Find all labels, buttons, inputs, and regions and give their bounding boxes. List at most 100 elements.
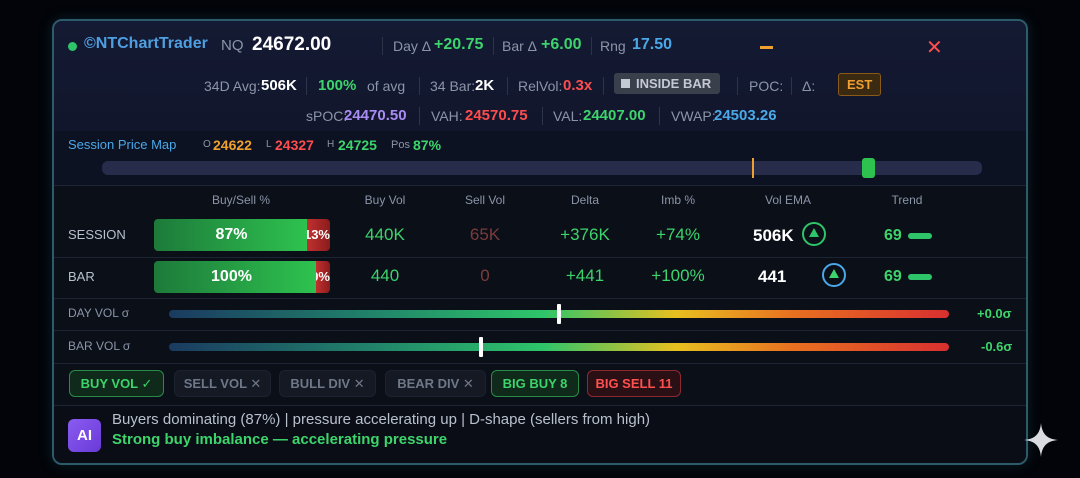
day-delta-label: Day Δ	[393, 38, 432, 54]
spoc-value: 24470.50	[344, 107, 407, 124]
divider	[54, 185, 1026, 186]
divider	[591, 37, 592, 55]
last-price: 24672.00	[252, 34, 332, 55]
vah-value: 24570.75	[465, 107, 528, 124]
buy-vol-tag[interactable]: BUY VOL ✓	[69, 370, 164, 397]
ai-headline: Strong buy imbalance — accelerating pres…	[112, 431, 448, 448]
session-sell-vol: 65K	[469, 225, 501, 244]
big-sell-tag[interactable]: BIG SELL 11	[587, 370, 681, 397]
inside-bar-label: INSIDE BAR	[636, 76, 712, 91]
vwap-value: 24503.26	[714, 107, 777, 124]
bar-vol-sigma-gauge	[169, 337, 949, 357]
avg-label: 34D Avg:	[204, 78, 261, 94]
bar-vol-ema: 441	[758, 267, 787, 286]
divider	[419, 77, 420, 95]
current-price-marker	[861, 158, 875, 178]
high-label: H	[327, 139, 335, 150]
arrow-up-icon	[822, 263, 847, 287]
inside-bar-badge: INSIDE BAR	[614, 73, 721, 94]
square-icon	[621, 79, 630, 88]
range-label: Rng	[600, 38, 626, 54]
poc-label: POC:	[749, 78, 784, 94]
session-buy-vol: 440K	[365, 225, 405, 244]
divider	[419, 107, 420, 125]
bear-div-tag[interactable]: BEAR DIV ✕	[385, 370, 486, 397]
divider	[603, 77, 604, 95]
bar-delta-label: Bar Δ	[502, 38, 538, 54]
relvol-label: RelVol:	[518, 78, 563, 94]
col-header-delta: Delta	[570, 193, 599, 207]
position-label: Pos	[391, 139, 410, 151]
divider	[54, 330, 1026, 331]
open-label: O	[203, 139, 211, 150]
day-vol-sigma-value: +0.0σ	[977, 306, 1012, 321]
divider	[507, 77, 508, 95]
connection-status-dot	[68, 42, 77, 51]
divider	[493, 37, 494, 55]
vah-label: VAH:	[431, 108, 463, 124]
bar-buy-sell-bar: 100% 0%	[154, 261, 330, 293]
ai-insight-area	[54, 406, 1026, 463]
row-label-session: SESSION	[68, 227, 126, 242]
col-header-imb: Imb %	[660, 193, 695, 207]
minimize-icon[interactable]	[760, 46, 773, 49]
divider	[382, 37, 383, 55]
open-price-marker	[752, 158, 755, 178]
trend-bar	[908, 233, 932, 239]
pct-of-avg-label: of avg	[367, 78, 406, 94]
sparkle-icon	[1024, 423, 1058, 457]
bar-buy-vol: 440	[370, 266, 400, 285]
buy-pct: 100%	[211, 268, 252, 285]
buy-pct: 87%	[215, 226, 248, 243]
avg-value: 506K	[261, 77, 297, 94]
sell-pct: 13%	[307, 227, 330, 242]
arrow-up-icon	[802, 222, 826, 246]
position-value: 87%	[413, 137, 442, 153]
open-value: 24622	[213, 137, 252, 153]
gauge-marker	[479, 337, 483, 357]
spoc-label: sPOC:	[306, 108, 348, 124]
buy-fill	[154, 261, 316, 293]
day-delta-value: +20.75	[434, 36, 484, 53]
bull-div-tag[interactable]: BULL DIV ✕	[279, 370, 376, 397]
trend-bar	[908, 274, 932, 280]
sell-vol-tag[interactable]: SELL VOL ✕	[174, 370, 271, 397]
gauge-marker	[557, 304, 561, 324]
est-badge: EST	[838, 73, 882, 96]
vwap-label: VWAP:	[671, 108, 716, 124]
brand-title: ©NTChartTrader	[84, 35, 208, 52]
buy-fill	[154, 219, 307, 251]
col-header-buy-sell: Buy/Sell %	[211, 193, 271, 207]
bar-sell-vol: 0	[480, 266, 490, 285]
low-value: 24327	[275, 137, 314, 153]
day-vol-sigma-label: DAY VOL σ	[68, 306, 130, 320]
session-trend-value: 69	[884, 227, 902, 244]
bar-delta-value: +6.00	[541, 36, 582, 53]
bar-delta: +441	[565, 266, 605, 285]
row-label-bar: BAR	[68, 269, 95, 284]
ai-summary: Buyers dominating (87%) | pressure accel…	[112, 411, 651, 428]
pct-of-avg-value: 100%	[318, 77, 357, 94]
day-vol-sigma-gauge	[169, 304, 949, 324]
bar-vol-sigma-label: BAR VOL σ	[68, 339, 131, 353]
divider	[54, 405, 1026, 406]
price-range-track	[102, 158, 982, 178]
range-value: 17.50	[632, 36, 673, 53]
bar-imb: +100%	[651, 266, 705, 285]
big-buy-tag[interactable]: BIG BUY 8	[491, 370, 579, 397]
relvol-value: 0.3x	[563, 77, 593, 94]
divider	[737, 77, 738, 95]
poc-delta-label: Δ:	[802, 78, 816, 94]
sell-fill	[307, 219, 330, 251]
divider	[542, 107, 543, 125]
divider	[306, 77, 307, 95]
bar34-value: 2K	[475, 77, 495, 94]
high-value: 24725	[338, 137, 377, 153]
divider	[54, 363, 1026, 364]
bar-vol-sigma-value: -0.6σ	[981, 339, 1013, 354]
val-label: VAL:	[553, 108, 583, 124]
col-header-buy-vol: Buy Vol	[364, 193, 406, 207]
close-icon[interactable]: ✕	[926, 37, 943, 59]
bar34-label: 34 Bar:	[430, 78, 476, 94]
col-header-sell-vol: Sell Vol	[464, 193, 506, 207]
